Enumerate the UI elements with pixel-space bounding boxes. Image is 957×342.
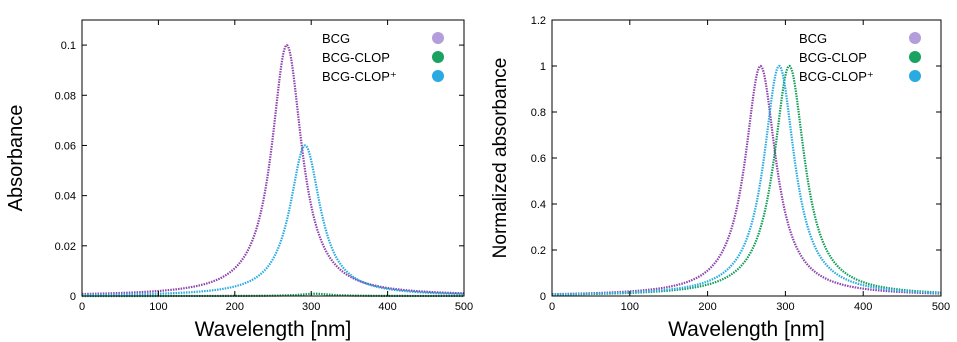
plot-frame: [82, 20, 464, 296]
legend-marker: [909, 32, 921, 44]
series-line-1: [82, 45, 464, 294]
x-tick-label: 300: [776, 301, 794, 313]
legend-label: BCG-CLOP⁺: [322, 69, 397, 84]
y-tick-label: 1: [540, 61, 546, 73]
legend-marker: [909, 70, 921, 82]
series-group: [552, 66, 941, 295]
x-tick-label: 400: [854, 301, 872, 313]
x-tick-label: 500: [455, 301, 473, 313]
y-tick-label: 0.08: [55, 90, 76, 102]
legend: BCG BCG-CLOP BCG-CLOP⁺: [799, 31, 921, 84]
plot-frame: [552, 20, 941, 296]
legend-marker: [909, 51, 921, 63]
x-tick-label: 0: [79, 301, 85, 313]
y-tick-label: 0.8: [531, 107, 546, 119]
series-group: [82, 45, 464, 296]
x-axis-title: Wavelength [nm]: [195, 318, 352, 341]
legend-label: BCG-CLOP⁺: [799, 69, 874, 84]
chart-panel-1: 0 100 200 300 400 500 0 0.02 0.04 0.06 0.08 0.1 Wave…: [5, 20, 473, 341]
legend-marker: [432, 51, 444, 63]
chart-panel-2: 0 100 200 300 400 500 0 0.2 0.4 0.6 0.8 1 1.2 Wavelen…: [490, 15, 950, 341]
series-line-3: [82, 145, 464, 295]
legend-marker: [432, 70, 444, 82]
y-axis-title: Absorbance: [5, 105, 27, 212]
x-axis-title: Wavelength [nm]: [668, 318, 825, 341]
x-tick-label: 400: [378, 301, 396, 313]
y-tick-label: 0: [70, 291, 76, 303]
legend-label: BCG-CLOP: [322, 50, 390, 65]
y-tick-label: 0.04: [55, 191, 76, 203]
x-tick-label: 500: [932, 301, 950, 313]
legend-label: BCG: [799, 31, 827, 46]
x-tick-label: 200: [698, 301, 716, 313]
legend-marker: [432, 32, 444, 44]
y-tick-label: 0: [540, 291, 546, 303]
y-tick-label: 0.2: [531, 245, 546, 257]
series-line-2: [552, 66, 941, 295]
x-tick-label: 200: [226, 301, 244, 313]
y-tick-label: 0.6: [531, 153, 546, 165]
y-axis-title: Normalized absorbance: [490, 58, 511, 259]
legend-label: BCG-CLOP: [799, 50, 867, 65]
y-tick-label: 0.06: [55, 140, 76, 152]
y-tick-label: 0.4: [531, 199, 546, 211]
x-tick-label: 300: [302, 301, 320, 313]
x-tick-label: 0: [549, 301, 555, 313]
x-tick-label: 100: [149, 301, 167, 313]
y-tick-label: 1.2: [531, 15, 546, 27]
y-tick-label: 0.02: [55, 241, 76, 253]
x-tick-label: 100: [621, 301, 639, 313]
y-tick-label: 0.1: [61, 40, 76, 52]
legend-label: BCG: [322, 31, 350, 46]
legend: BCG BCG-CLOP BCG-CLOP⁺: [322, 31, 444, 84]
